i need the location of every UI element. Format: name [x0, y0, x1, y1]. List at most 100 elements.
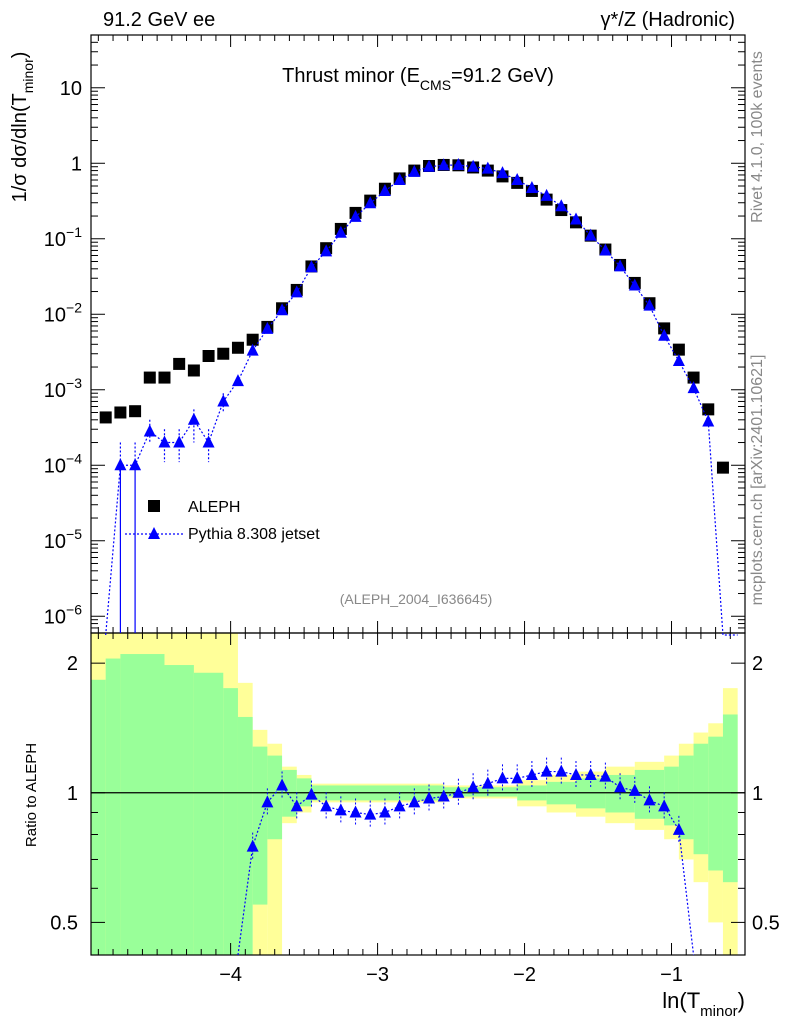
pythia-point: [173, 435, 186, 448]
pythia-point: [569, 212, 582, 225]
pythia-point: [658, 328, 671, 341]
y-tick-label: 10: [60, 78, 82, 100]
aleph-point: [672, 343, 685, 356]
aleph-point: [702, 403, 715, 416]
green-band-bin: [575, 778, 606, 809]
green-band-bin: [105, 658, 121, 955]
ratio-point: [569, 767, 582, 780]
ratio-point: [364, 807, 377, 820]
pythia-point: [231, 374, 244, 387]
pythia-point: [481, 161, 494, 174]
green-band-bin: [708, 736, 723, 871]
analysis-tag: (ALEPH_2004_I636645): [340, 591, 493, 607]
ratio-point: [246, 839, 259, 852]
ratio-point: [481, 776, 494, 789]
ratio-point: [437, 789, 450, 802]
pythia-point: [687, 381, 700, 394]
ratio-y-tick-label: 1: [67, 783, 78, 805]
ratio-y-tick-label-right: 1: [752, 783, 763, 805]
y-tick-label: 10−1: [44, 224, 82, 251]
aleph-point: [231, 341, 244, 354]
aleph-point: [158, 371, 171, 384]
pythia-point: [423, 159, 436, 172]
header-right: γ*/Z (Hadronic): [601, 9, 735, 31]
aleph-point: [143, 371, 156, 384]
green-band-bin: [120, 654, 165, 955]
x-tick-label: −4: [219, 964, 242, 986]
ratio-point: [643, 793, 656, 806]
header-left: 91.2 GeV ee: [103, 9, 215, 31]
pythia-point: [143, 424, 156, 437]
pythia-point: [408, 164, 421, 177]
aleph-point: [687, 371, 700, 384]
y-ticks: 10 1 10−1 10−2 10−3 10−4 10−5 10−6: [44, 34, 745, 634]
x-axis-label: ln(Tminor): [662, 988, 745, 1020]
aleph-point: [217, 347, 230, 360]
ratio-point: [672, 822, 685, 835]
ratio-point: [393, 799, 406, 812]
ratio-series: [237, 757, 695, 956]
ratio-point: [378, 805, 391, 818]
y-tick-label: 10−5: [44, 526, 82, 553]
ratio-point: [452, 785, 465, 798]
pythia-point: [467, 159, 480, 172]
pythia-point: [643, 298, 656, 311]
y-tick-label: 10−2: [44, 299, 82, 326]
x-tick-label: −2: [513, 964, 536, 986]
ratio-y-ticks: 2 2 1 1 0.5 0.5: [50, 653, 780, 934]
ratio-point: [290, 799, 303, 812]
side-text-rivet: Rivet 4.1.0, 100k events: [749, 51, 766, 223]
y-tick-label: 10−3: [44, 375, 82, 402]
ratio-y-tick-label: 0.5: [50, 912, 78, 934]
pythia-point: [261, 321, 274, 334]
ratio-point: [276, 778, 289, 791]
ratio-y-tick-label-right: 0.5: [752, 912, 780, 934]
pythia-point: [525, 181, 538, 194]
pythia-point: [334, 225, 347, 238]
pythia-point: [276, 303, 289, 316]
pythia-series: [105, 157, 738, 636]
pythia-line: [105, 164, 738, 636]
aleph-point: [99, 411, 112, 424]
pythia-point: [290, 285, 303, 298]
aleph-point: [114, 406, 127, 419]
ratio-point: [408, 795, 421, 808]
pythia-point: [672, 354, 685, 367]
legend: ALEPH Pythia 8.308 jetset: [125, 499, 320, 543]
ratio-y-axis-label: Ratio to ALEPH: [23, 743, 40, 847]
pythia-point: [187, 412, 200, 425]
pythia-point: [349, 209, 362, 222]
green-band-bin: [267, 755, 283, 840]
ratio-point: [496, 771, 509, 784]
ratio-point: [584, 767, 597, 780]
pythia-point: [702, 414, 715, 427]
plot-title: Thrust minor (ECMS=91.2 GeV): [282, 65, 554, 93]
y-tick-label: 1: [71, 153, 82, 175]
x-axis-label-end: ): [738, 988, 745, 1013]
ratio-point: [467, 780, 480, 793]
aleph-point: [658, 322, 671, 335]
ratio-frame: [90, 632, 746, 956]
ratio-point: [614, 780, 627, 793]
ratio-point: [305, 787, 318, 800]
legend-marker-aleph: [148, 500, 160, 512]
y-tick-label: 10−6: [44, 601, 82, 628]
pythia-point: [129, 458, 142, 471]
pythia-point: [555, 199, 568, 212]
y-axis-label-sub: minor: [20, 58, 36, 93]
x-tick-label: −1: [660, 964, 683, 986]
green-band-bin: [443, 787, 518, 797]
green-band-bin: [252, 746, 268, 905]
y-axis-label-end: ): [9, 52, 31, 59]
ratio-point: [525, 767, 538, 780]
aleph-point: [246, 333, 259, 346]
plot-title-main: Thrust minor (E: [282, 65, 420, 87]
pythia-point: [599, 243, 612, 256]
ratio-point: [599, 769, 612, 782]
aleph-point: [202, 350, 215, 363]
green-band-bin: [223, 688, 238, 955]
aleph-point: [173, 357, 186, 370]
pythia-point: [540, 188, 553, 201]
pythia-point: [364, 196, 377, 209]
